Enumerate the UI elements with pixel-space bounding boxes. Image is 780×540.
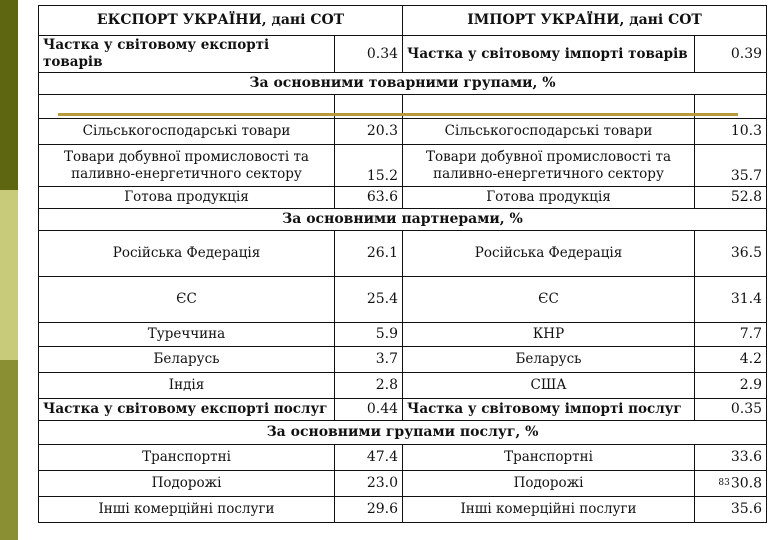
- export-service-value: 23.0: [333, 470, 404, 497]
- table-row: Готова продукція 63.6 Готова продукція 5…: [38, 186, 768, 209]
- import-goods-share-value: 0.39: [694, 35, 768, 73]
- export-partner-value: 3.7: [333, 346, 404, 373]
- partners-title: За основними партнерами, %: [37, 208, 768, 231]
- table-row: Подорожі 23.0 Подорожі 8330.8: [38, 470, 768, 497]
- import-service-value: 35.6: [694, 496, 768, 523]
- export-category-value: 20.3: [333, 118, 404, 145]
- export-partner-label: ЄС: [38, 276, 335, 323]
- export-service-value: 29.6: [333, 496, 404, 523]
- export-category-label: Сільськогосподарські товари: [38, 118, 335, 145]
- import-category-label: Сільськогосподарські товари: [402, 118, 696, 145]
- trade-table: ЕКСПОРТ УКРАЇНИ, дані СОТ ІМПОРТ УКРАЇНИ…: [37, 5, 768, 523]
- page-number: 83: [718, 477, 730, 488]
- export-partner-label: Беларусь: [38, 346, 335, 373]
- import-service-label: Подорожі: [402, 470, 696, 497]
- export-partner-label: Індія: [38, 372, 335, 399]
- import-partner-value: 2.9: [694, 372, 768, 399]
- import-partner-label: ЄС: [402, 276, 696, 323]
- import-category-value: 52.8: [694, 186, 768, 209]
- export-services-share-value: 0.44: [333, 398, 404, 421]
- import-category-value: 35.7: [694, 144, 768, 187]
- import-partner-label: США: [402, 372, 696, 399]
- table-row: Транспортні 47.4 Транспортні 33.6: [38, 444, 768, 471]
- import-partner-label: Беларусь: [402, 346, 696, 373]
- decor-stripe-top: [0, 0, 18, 190]
- import-goods-share-label: Частка у світовому імпорті товарів: [402, 35, 696, 73]
- import-service-value: 30.8: [730, 475, 763, 492]
- export-service-label: Транспортні: [38, 444, 335, 471]
- import-partner-label: Російська Федерація: [402, 230, 696, 277]
- import-service-label: Інші комерційні послуги: [402, 496, 696, 523]
- import-category-label: Товари добувної промисловості та паливно…: [402, 144, 696, 187]
- import-partner-label: КНР: [402, 322, 696, 347]
- decor-stripe-bottom: [0, 360, 18, 540]
- export-partner-label: Туреччина: [38, 322, 335, 347]
- export-partner-value: 25.4: [333, 276, 404, 323]
- product-groups-title: За основними товарними групами, %: [37, 72, 768, 95]
- export-service-label: Подорожі: [38, 470, 335, 497]
- service-groups-title: За основними групами послуг, %: [37, 420, 768, 445]
- import-services-share-label: Частка у світовому імпорті послуг: [402, 398, 696, 421]
- import-services-share-value: 0.35: [694, 398, 768, 421]
- export-services-share-label: Частка у світовому експорті послуг: [38, 398, 335, 421]
- import-category-value: 10.3: [694, 118, 768, 145]
- import-title: ІМПОРТ УКРАЇНИ, дані СОТ: [402, 5, 768, 36]
- export-goods-share-value: 0.34: [333, 35, 404, 73]
- export-partner-value: 2.8: [333, 372, 404, 399]
- table-row: ЄС 25.4 ЄС 31.4: [38, 276, 768, 323]
- export-partner-value: 26.1: [333, 230, 404, 277]
- table-row: Товари добувної промисловості та паливно…: [38, 144, 768, 187]
- import-partner-value: 7.7: [694, 322, 768, 347]
- export-partner-value: 5.9: [333, 322, 404, 347]
- export-goods-share-label: Частка у світовому експорті товарів: [38, 35, 335, 73]
- import-service-value: 33.6: [694, 444, 768, 471]
- table-row: Беларусь 3.7 Беларусь 4.2: [38, 346, 768, 373]
- import-partner-value: 36.5: [694, 230, 768, 277]
- import-category-label: Готова продукція: [402, 186, 696, 209]
- export-partner-label: Російська Федерація: [38, 230, 335, 277]
- table-row: Індія 2.8 США 2.9: [38, 372, 768, 399]
- import-service-value-cell: 8330.8: [694, 470, 768, 497]
- export-title: ЕКСПОРТ УКРАЇНИ, дані СОТ: [37, 5, 404, 36]
- export-service-label: Інші комерційні послуги: [38, 496, 335, 523]
- table-row: Інші комерційні послуги 29.6 Інші комерц…: [38, 496, 768, 523]
- export-category-value: 15.2: [333, 144, 404, 187]
- table-row: Туреччина 5.9 КНР 7.7: [38, 322, 768, 347]
- import-partner-value: 31.4: [694, 276, 768, 323]
- export-service-value: 47.4: [333, 444, 404, 471]
- decor-stripe-middle: [0, 190, 18, 360]
- export-category-value: 63.6: [333, 186, 404, 209]
- import-service-label: Транспортні: [402, 444, 696, 471]
- table-row: Російська Федерація 26.1 Російська Федер…: [38, 230, 768, 277]
- table-row: Сільськогосподарські товари 20.3 Сільськ…: [38, 118, 768, 145]
- import-partner-value: 4.2: [694, 346, 768, 373]
- decor-gold-rule: [58, 113, 738, 116]
- export-category-label: Готова продукція: [38, 186, 335, 209]
- export-category-label: Товари добувної промисловості та паливно…: [38, 144, 335, 187]
